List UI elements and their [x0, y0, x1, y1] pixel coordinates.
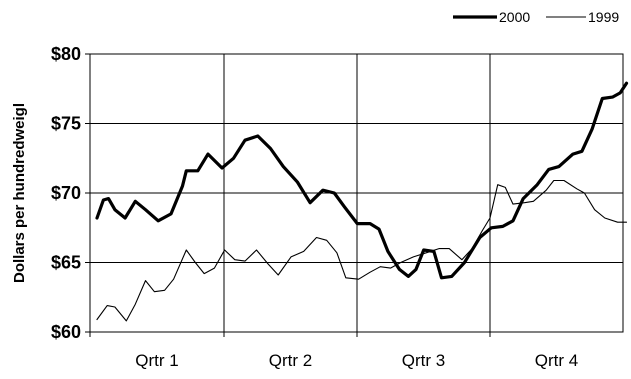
- y-tick-label: $65: [51, 253, 81, 273]
- x-tick-label: Qrtr 4: [535, 351, 578, 370]
- legend: 2000 1999: [453, 9, 619, 25]
- legend-label-2000: 2000: [499, 9, 530, 25]
- legend-label-1999: 1999: [588, 9, 619, 25]
- y-tick-label: $70: [51, 183, 81, 203]
- series-line-2000: [95, 81, 629, 280]
- series-group: [95, 81, 629, 322]
- series-line-1999: [96, 179, 628, 322]
- y-axis-label: Dollars per hundredweigl: [11, 103, 28, 283]
- x-tick-label: Qrtr 3: [402, 351, 445, 370]
- y-tick-label: $80: [51, 44, 81, 64]
- y-axis: $60 $65 $70 $75 $80: [51, 44, 90, 342]
- y-tick-label: $60: [51, 322, 81, 342]
- y-tick-label: $75: [51, 114, 81, 134]
- x-axis: Qrtr 1 Qrtr 2 Qrtr 3 Qrtr 4: [89, 332, 578, 370]
- x-tick-label: Qrtr 2: [269, 351, 312, 370]
- x-tick-label: Qrtr 1: [135, 351, 178, 370]
